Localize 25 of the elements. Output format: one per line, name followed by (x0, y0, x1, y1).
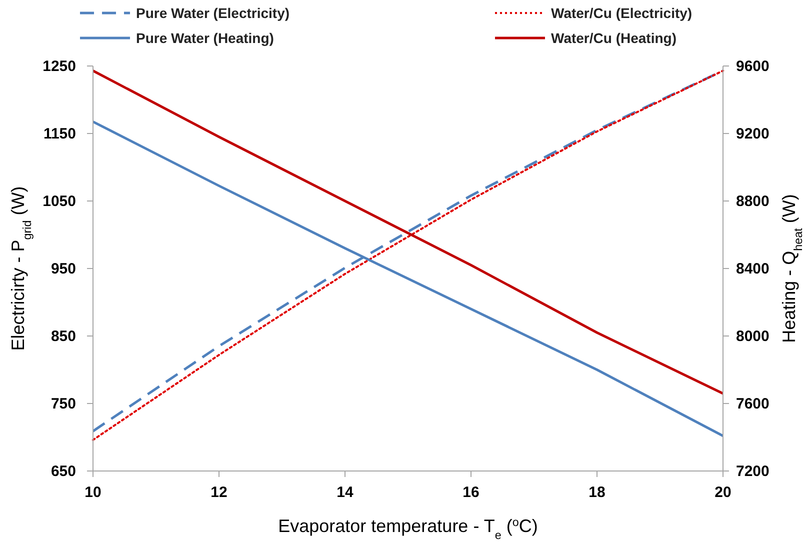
y-tick-label: 650 (50, 463, 76, 480)
y2-tick-label: 9600 (736, 58, 770, 75)
x-tick-label: 20 (714, 484, 732, 501)
y2-tick-label: 8000 (736, 328, 770, 345)
y2-tick-label: 8400 (736, 260, 770, 278)
legend-label: Pure Water (Electricity) (136, 5, 290, 21)
y2-tick-label: 7200 (736, 463, 770, 480)
x-tick-label: 10 (84, 484, 102, 501)
x-tick-label: 14 (336, 484, 354, 501)
x-axis-title: Evaporator temperature - T$_{e}$ ($^{o}$C) (278, 516, 538, 542)
y2-tick-label: 8800 (736, 193, 770, 210)
y-tick-label: 950 (50, 260, 76, 278)
y2-tick-label: 7600 (736, 396, 770, 412)
y-tick-label: 1050 (42, 193, 76, 210)
x-tick-label: 12 (210, 484, 228, 501)
y2-tick-label: 9200 (736, 126, 770, 142)
legend-label: Water/Cu (Electricity) (551, 5, 692, 21)
x-tick-label: 18 (588, 484, 606, 501)
legend-label: Pure Water (Heating) (136, 30, 274, 46)
y-tick-label: 850 (50, 328, 76, 345)
y-tick-label: 1250 (42, 58, 76, 75)
legend-label: Water/Cu (Heating) (551, 30, 676, 46)
y-tick-label: 750 (50, 396, 76, 412)
y-tick-label: 1150 (43, 126, 76, 142)
x-tick-label: 16 (462, 484, 480, 501)
